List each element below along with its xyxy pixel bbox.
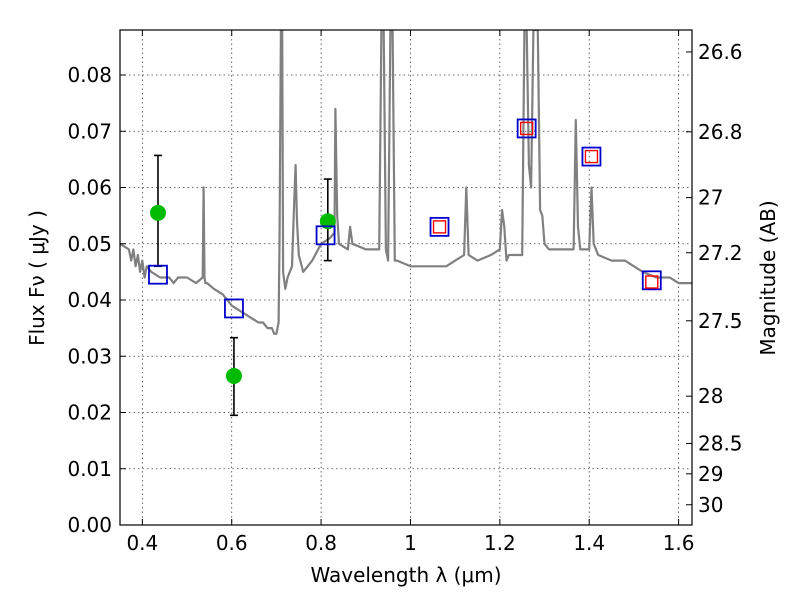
- model-photometry-square: [429, 216, 450, 237]
- x-axis-title: Wavelength λ (μm): [310, 563, 501, 587]
- plot-area: [120, 30, 692, 417]
- observed-point: [149, 204, 166, 221]
- right-tick-label: 27.2: [698, 241, 743, 265]
- model-photometry-square: [581, 146, 602, 167]
- x-tick-label: 0.8: [305, 531, 337, 555]
- plot-frame: [119, 29, 693, 526]
- y-tick-label: 0.01: [67, 457, 112, 481]
- right-axis-title: Magnitude (AB): [756, 200, 780, 355]
- x-axis: 0.4 0.6 0.8 1 1.2 1.4 1.6: [126, 30, 695, 555]
- y-tick-label: 0.02: [67, 401, 112, 425]
- model-photometry-small-square: [645, 275, 659, 289]
- right-axis: 26.6 26.8 27 27.2 27.5 28 28.5 29 30: [686, 40, 743, 517]
- model-photometry-small-square: [432, 220, 447, 234]
- y-axis: 0.00 0.01 0.02 0.03 0.04 0.05 0.06 0.07 0.08: [67, 63, 126, 537]
- right-tick-label: 26.8: [698, 120, 743, 144]
- right-tick-label: 29: [698, 462, 723, 486]
- y-tick-label: 0.04: [67, 288, 112, 312]
- y-tick-label: 0.07: [67, 119, 112, 143]
- right-tick-label: 26.6: [698, 40, 743, 64]
- x-tick-label: 1.2: [484, 531, 516, 555]
- x-tick-label: 0.6: [216, 531, 248, 555]
- x-tick-label: 0.4: [126, 531, 158, 555]
- model-photometry-square: [641, 270, 662, 291]
- y-tick-label: 0.00: [67, 513, 112, 537]
- model-photometry-square: [516, 118, 537, 139]
- y-tick-label: 0.05: [67, 232, 112, 256]
- model-photometry-square: [148, 264, 168, 285]
- right-tick-label: 28.5: [698, 431, 743, 455]
- observed-point: [319, 213, 336, 230]
- x-tick-label: 1.4: [573, 531, 605, 555]
- y-tick-label: 0.06: [67, 176, 112, 200]
- right-tick-label: 30: [698, 493, 723, 517]
- model-photometry-square: [224, 298, 244, 319]
- model-photometry-small-square: [584, 149, 599, 164]
- model-photometry-square: [315, 225, 336, 246]
- right-tick-label: 27: [698, 186, 723, 210]
- x-tick-label: 1: [404, 531, 417, 555]
- right-tick-label: 28: [698, 384, 723, 408]
- model-photometry-small-square: [519, 121, 534, 136]
- grid: [120, 30, 692, 526]
- y-tick-label: 0.03: [67, 344, 112, 368]
- right-tick-label: 27.5: [698, 309, 743, 333]
- x-tick-label: 1.6: [663, 531, 695, 555]
- y-axis-title: Flux Fν ( μJy ): [25, 210, 49, 346]
- y-tick-label: 0.08: [67, 63, 112, 87]
- model-spectrum-line: [120, 30, 692, 335]
- observed-point: [225, 367, 242, 384]
